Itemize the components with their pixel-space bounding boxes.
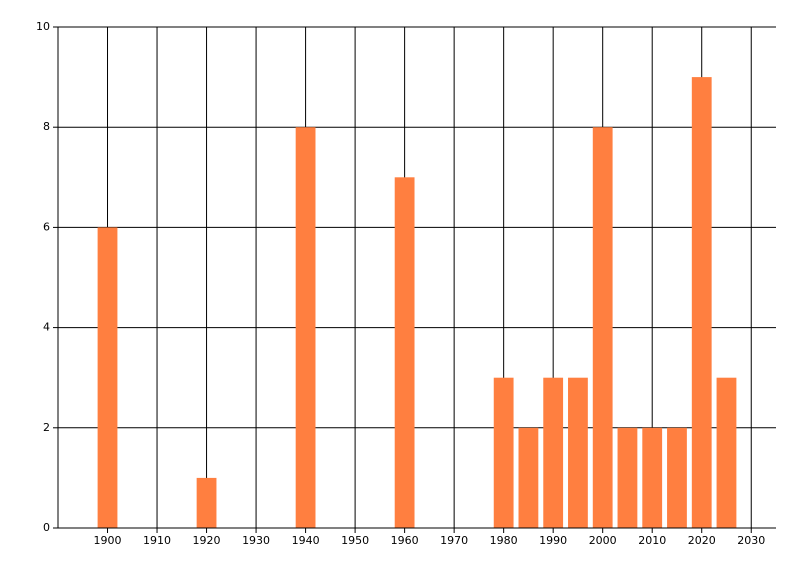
bar [394,177,415,529]
x-tick-label: 1900 [94,534,122,547]
x-tick-label: 1930 [242,534,270,547]
x-tick-label: 1960 [391,534,419,547]
bar [617,427,638,528]
x-tick-label: 2010 [638,534,666,547]
x-tick-label: 1970 [440,534,468,547]
y-tick-label: 10 [36,20,50,33]
x-tick-label: 2020 [688,534,716,547]
x-tick-label: 2030 [737,534,765,547]
bar [518,427,539,528]
y-tick-label: 2 [43,421,50,434]
x-tick-label: 1950 [341,534,369,547]
x-tick-label: 1920 [193,534,221,547]
bar [667,427,687,528]
bar [642,427,663,528]
x-tick-label: 1910 [143,534,171,547]
bar [196,477,217,528]
bar [691,77,712,528]
x-tick-label: 2000 [589,534,617,547]
bar [493,377,514,528]
bar [97,227,118,528]
bar [543,377,564,528]
y-tick-label: 0 [43,521,50,534]
bar [295,127,316,528]
x-tick-label: 1940 [292,534,320,547]
bar [568,377,588,528]
bar [716,377,737,528]
y-tick-label: 8 [43,120,50,133]
y-tick-label: 6 [43,220,50,233]
bar [592,127,613,528]
x-tick-label: 1980 [490,534,518,547]
x-tick-label: 1990 [539,534,567,547]
y-tick-label: 4 [43,321,50,334]
